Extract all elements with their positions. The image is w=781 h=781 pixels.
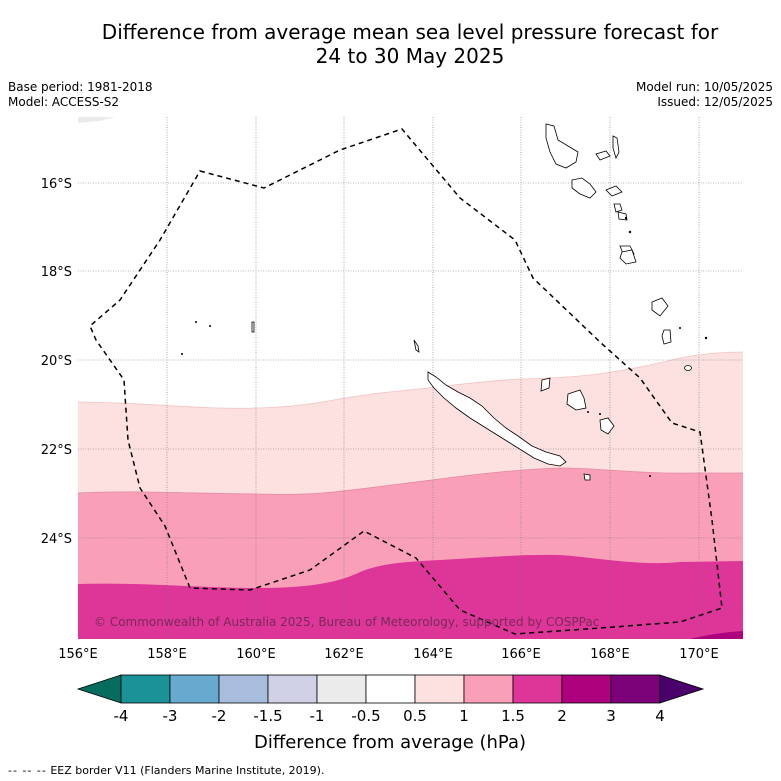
isle-of-pines <box>583 473 591 481</box>
lat-label: 22°S <box>41 443 72 458</box>
colorbar-labels: -4 -3 -2 -1.5 -1 -0.5 0.5 1 1.5 2 3 4 <box>114 707 665 725</box>
lon-label: 164°E <box>413 647 453 662</box>
neutral-patch <box>78 117 115 123</box>
colorbar-tick-label: -3 <box>163 707 178 725</box>
lon-label: 156°E <box>58 647 98 662</box>
lon-label: 166°E <box>501 647 541 662</box>
islet-dot <box>209 325 211 327</box>
footer-note: -- -- -- EEZ border V11 (Flanders Marine… <box>8 764 324 777</box>
tanna <box>619 249 637 265</box>
efate <box>617 211 628 221</box>
colorbar-cell <box>218 674 269 704</box>
colorbar-title: Difference from average (hPa) <box>254 732 526 753</box>
lon-label: 162°E <box>324 647 364 662</box>
colorbar-cell <box>316 674 367 704</box>
band-2-to-3 <box>690 631 743 639</box>
islet-dot <box>649 475 651 477</box>
islet-dot <box>679 327 681 329</box>
model-run: Model run: 10/05/2025 <box>635 80 773 94</box>
colorbar-tick-label: 2 <box>557 707 567 725</box>
map-area: © Commonwealth of Australia 2025, Bureau… <box>78 117 743 639</box>
colorbar-cell <box>610 674 661 704</box>
epi <box>613 203 623 213</box>
lat-label: 20°S <box>41 354 72 369</box>
maewo-pentecost <box>612 135 620 160</box>
islet-dot <box>628 230 632 234</box>
new-caledonia <box>427 371 567 467</box>
colorbar-tick-label: 1 <box>459 707 469 725</box>
islet-dot <box>587 411 589 413</box>
ouvea <box>540 377 551 392</box>
meta-right: Model run: 10/05/2025 Issued: 12/05/2025 <box>636 80 773 110</box>
contour-1 <box>78 467 743 495</box>
colorbar-tick-label: 1.5 <box>501 707 525 725</box>
lon-label: 168°E <box>590 647 630 662</box>
colorbar-cell <box>169 674 220 704</box>
base-period: Base period: 1981-2018 <box>8 80 153 94</box>
islet-dot <box>704 336 708 340</box>
lat-label: 18°S <box>41 265 72 280</box>
colorbar-tick-label: -4 <box>114 707 129 725</box>
colorbar-cell <box>267 674 318 704</box>
colorbar-tick-label: -0.5 <box>351 707 380 725</box>
colorbar: -4 -3 -2 -1.5 -1 -0.5 0.5 1 1.5 2 3 4 Difference fr… <box>76 674 705 753</box>
lifou <box>566 389 587 411</box>
title-line-1: Difference from average mean sea level p… <box>101 20 719 44</box>
colorbar-cell <box>365 674 416 704</box>
meta-left: Base period: 1981-2018 Model: ACCESS-S2 <box>8 80 153 110</box>
espiritu-santo <box>545 123 579 169</box>
issued-date: Issued: 12/05/2025 <box>657 95 773 109</box>
colorbar-cell <box>120 674 171 704</box>
colorbar-tick-label: -2 <box>212 707 227 725</box>
colorbar-tick-label: 3 <box>606 707 616 725</box>
band-1-5-to-2 <box>78 554 743 639</box>
anatom <box>651 297 669 317</box>
colorbar-arrow-high <box>659 674 705 704</box>
colorbar-tick-label: -1.5 <box>253 707 282 725</box>
colorbar-tick-label: -1 <box>310 707 325 725</box>
matthew-island <box>684 365 692 371</box>
ambrym <box>605 185 623 197</box>
malekula <box>571 177 597 199</box>
islet-dot <box>195 321 197 323</box>
colorbar-tick-label: 4 <box>655 707 665 725</box>
colorbar-cells <box>120 674 661 704</box>
lat-label: 16°S <box>41 177 72 192</box>
colorbar-cell <box>414 674 465 704</box>
colorbar-arrow-low <box>76 674 122 704</box>
islet-dot <box>624 216 628 220</box>
longitude-axis: 156°E 158°E 160°E 162°E 164°E 166°E 168°… <box>58 647 719 662</box>
islet-dot <box>181 353 183 355</box>
title-line-2: 24 to 30 May 2025 <box>315 44 505 68</box>
latitude-axis: 16°S 18°S 20°S 22°S 24°S <box>41 177 72 547</box>
eez-legend-dashes: -- -- -- <box>8 764 47 777</box>
lon-label: 170°E <box>679 647 719 662</box>
colorbar-cell <box>512 674 563 704</box>
colorbar-cell <box>463 674 514 704</box>
chesterfield-islet <box>251 321 255 333</box>
colorbar-cell <box>561 674 612 704</box>
eez-border <box>89 128 723 635</box>
belep-islands <box>413 339 420 353</box>
islet-dot <box>599 413 601 415</box>
chart-title: Difference from average mean sea level p… <box>40 20 780 68</box>
lon-label: 160°E <box>236 647 276 662</box>
model-name: Model: ACCESS-S2 <box>8 95 120 109</box>
copyright-text: © Commonwealth of Australia 2025, Bureau… <box>94 615 599 629</box>
mare <box>599 417 615 435</box>
lat-label: 24°S <box>41 532 72 547</box>
eez-legend-text: EEZ border V11 (Flanders Marine Institut… <box>50 764 325 777</box>
ambae <box>595 150 611 161</box>
lon-label: 158°E <box>147 647 187 662</box>
small-islet-1 <box>661 329 672 345</box>
colorbar-tick-label: 0.5 <box>403 707 427 725</box>
